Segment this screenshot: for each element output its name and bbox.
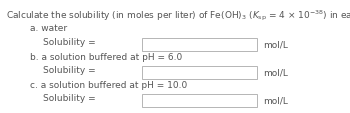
Text: mol/L: mol/L (263, 96, 288, 105)
Text: Calculate the solubility (in moles per liter) of Fe(OH)$_3$ ($K_{\mathregular{sp: Calculate the solubility (in moles per l… (6, 8, 350, 22)
Text: Solubility =: Solubility = (43, 38, 96, 47)
Text: Solubility =: Solubility = (43, 93, 96, 102)
Text: mol/L: mol/L (263, 40, 288, 49)
Text: Solubility =: Solubility = (43, 65, 96, 74)
Text: a. water: a. water (30, 24, 67, 33)
Text: c. a solution buffered at pH = 10.0: c. a solution buffered at pH = 10.0 (30, 80, 187, 89)
Text: b. a solution buffered at pH = 6.0: b. a solution buffered at pH = 6.0 (30, 53, 182, 61)
Text: mol/L: mol/L (263, 68, 288, 77)
